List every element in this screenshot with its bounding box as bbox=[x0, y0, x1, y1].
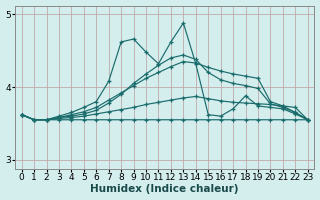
X-axis label: Humidex (Indice chaleur): Humidex (Indice chaleur) bbox=[91, 184, 239, 194]
